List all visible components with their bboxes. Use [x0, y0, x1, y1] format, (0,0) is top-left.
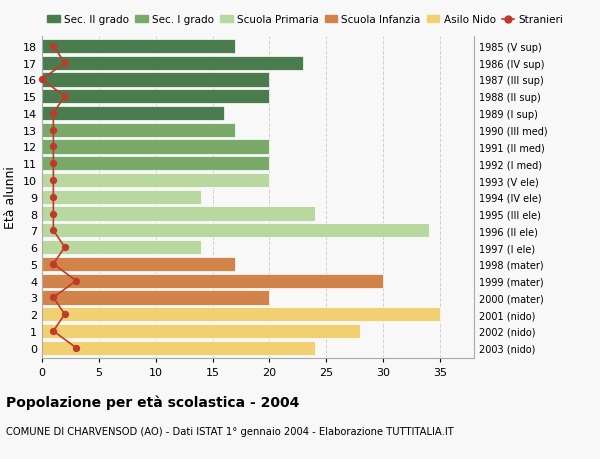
Y-axis label: Età alunni: Età alunni [4, 166, 17, 229]
Point [49, 194, 58, 201]
Point [60, 60, 70, 67]
Bar [42, 73, 269, 87]
Point [60, 311, 70, 318]
Bar [42, 90, 269, 104]
Bar [42, 308, 440, 322]
Point [49, 144, 58, 151]
Point [49, 210, 58, 218]
Bar [42, 157, 269, 171]
Point [49, 294, 58, 302]
Point [60, 244, 70, 251]
Text: Popolazione per età scolastica - 2004: Popolazione per età scolastica - 2004 [6, 395, 299, 409]
Bar [42, 39, 235, 54]
Point [71, 344, 81, 352]
Bar [42, 207, 315, 221]
Point [49, 227, 58, 235]
Bar [42, 257, 235, 271]
Bar [42, 123, 235, 138]
Point [37, 77, 47, 84]
Legend: Sec. II grado, Sec. I grado, Scuola Primaria, Scuola Infanzia, Asilo Nido, Stran: Sec. II grado, Sec. I grado, Scuola Prim… [47, 15, 563, 25]
Bar [42, 140, 269, 154]
Point [49, 110, 58, 118]
Bar [42, 291, 269, 305]
Point [49, 43, 58, 50]
Bar [42, 324, 361, 338]
Point [49, 328, 58, 335]
Bar [42, 274, 383, 288]
Bar [42, 224, 428, 238]
Bar [42, 174, 269, 188]
Point [71, 277, 81, 285]
Bar [42, 190, 201, 204]
Bar [42, 241, 201, 255]
Point [49, 127, 58, 134]
Bar [42, 106, 224, 121]
Point [49, 261, 58, 268]
Point [60, 93, 70, 101]
Point [49, 177, 58, 185]
Bar [42, 341, 315, 355]
Bar [42, 56, 304, 71]
Point [49, 160, 58, 168]
Text: COMUNE DI CHARVENSOD (AO) - Dati ISTAT 1° gennaio 2004 - Elaborazione TUTTITALIA: COMUNE DI CHARVENSOD (AO) - Dati ISTAT 1… [6, 426, 454, 436]
